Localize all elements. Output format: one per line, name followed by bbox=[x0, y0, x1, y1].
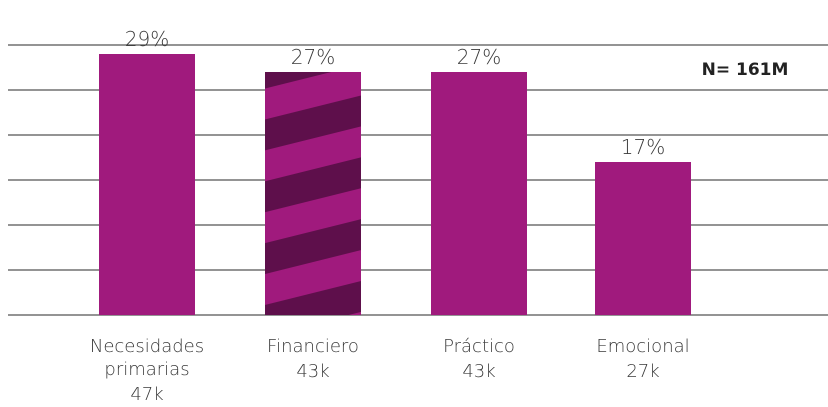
category-label: Emocional 27k bbox=[563, 335, 723, 383]
category-name: Financiero bbox=[267, 336, 359, 357]
count-label: 47k bbox=[130, 384, 164, 405]
category-name: Emocional bbox=[596, 336, 690, 357]
annotation: N= 161M bbox=[702, 60, 789, 80]
bar bbox=[431, 72, 527, 315]
count-label: 43k bbox=[462, 361, 496, 382]
category-label: Necesidades primarias 47k bbox=[77, 335, 217, 406]
bar-hatch bbox=[265, 72, 361, 315]
value-label: 17% bbox=[621, 135, 665, 159]
value-label: 29% bbox=[125, 27, 169, 51]
category-name: Práctico bbox=[443, 336, 515, 357]
value-label: 27% bbox=[291, 45, 335, 69]
value-label: 27% bbox=[457, 45, 501, 69]
category-label: Financiero 43k bbox=[233, 335, 393, 383]
count-label: 27k bbox=[626, 361, 660, 382]
bar bbox=[99, 54, 195, 315]
category-name: Necesidades primarias bbox=[89, 336, 205, 380]
category-label: Práctico 43k bbox=[399, 335, 559, 383]
count-label: 43k bbox=[296, 361, 330, 382]
bar bbox=[595, 162, 691, 315]
